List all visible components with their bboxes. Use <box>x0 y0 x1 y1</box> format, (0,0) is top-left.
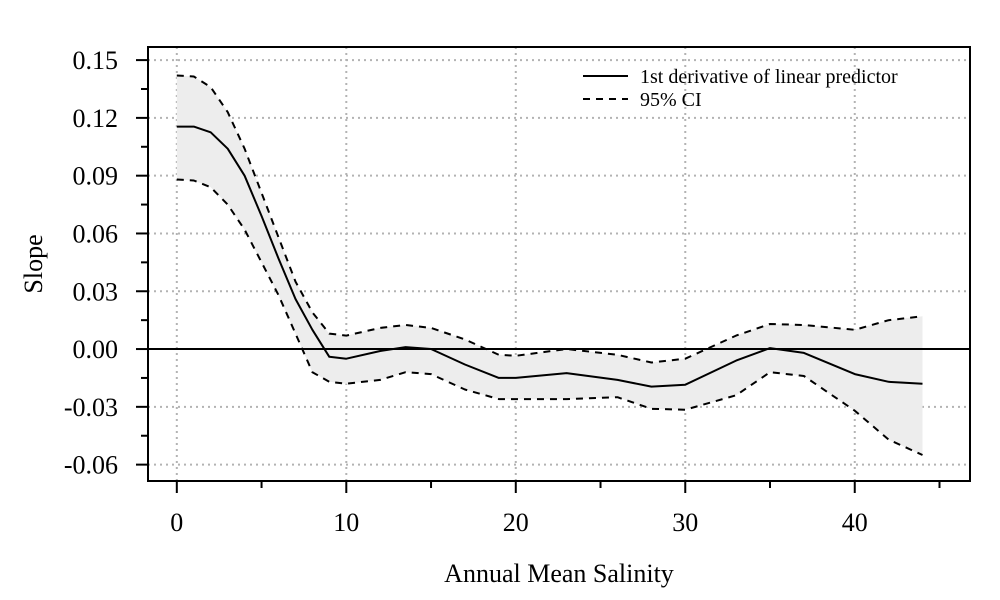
x-tick-label-4: 40 <box>842 508 868 537</box>
x-tick-label-1: 10 <box>333 508 359 537</box>
series-line-ci-upper <box>176 74 923 364</box>
series-line-ci-lower <box>176 178 923 456</box>
x-tick-label-3: 30 <box>672 508 698 537</box>
x-tick-label-2: 20 <box>503 508 529 537</box>
y-tick-label-0: 0.15 <box>73 46 119 75</box>
series-line-derivative <box>176 125 923 388</box>
y-tick-label-7: -0.06 <box>64 451 118 480</box>
x-axis-title: Annual Mean Salinity <box>444 559 674 588</box>
ci-band <box>176 75 923 455</box>
legend-label-derivative: 1st derivative of linear predictor <box>640 66 898 88</box>
plot-frame <box>147 46 971 482</box>
y-tick-label-2: 0.09 <box>73 162 119 191</box>
axes: 0 10 20 30 40 0.15 0.12 0.09 0.06 0.03 0.00 -0.03 -0… <box>64 46 941 537</box>
y-tick-label-5: 0.00 <box>73 335 119 364</box>
series-lines <box>148 74 970 456</box>
ci-band-area <box>176 75 923 455</box>
x-tick-label-0: 0 <box>170 508 183 537</box>
y-tick-label-4: 0.03 <box>73 277 119 306</box>
y-tick-label-3: 0.06 <box>73 219 119 248</box>
legend: 1st derivative of linear predictor 95% C… <box>583 66 898 111</box>
y-tick-label-6: -0.03 <box>64 393 118 422</box>
y-axis-title: Slope <box>19 234 48 293</box>
y-tick-label-1: 0.12 <box>73 104 119 133</box>
legend-label-ci: 95% CI <box>640 89 702 111</box>
